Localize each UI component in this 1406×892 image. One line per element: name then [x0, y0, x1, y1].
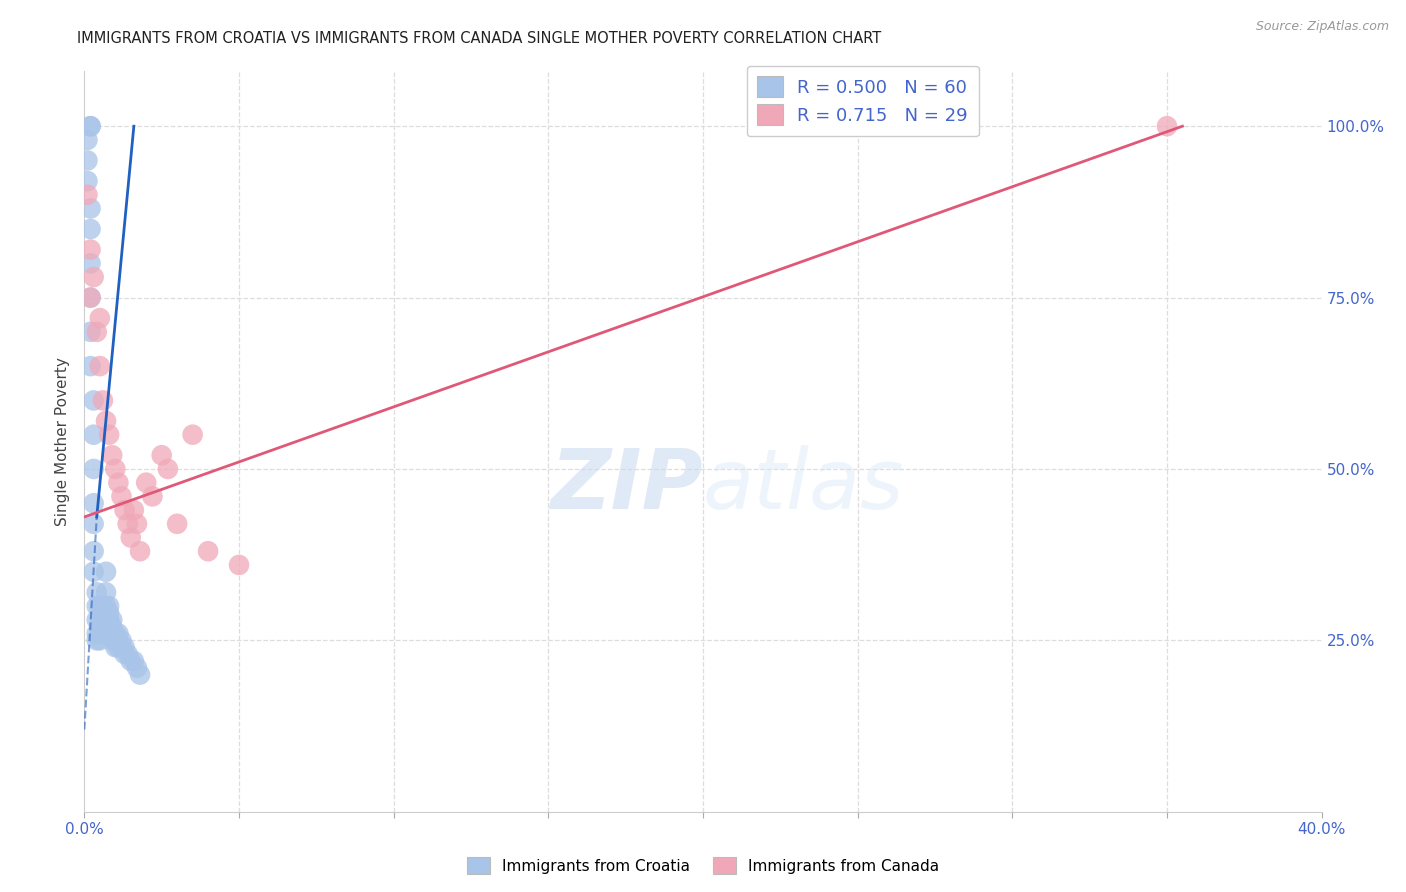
Point [101, 633, 124, 648]
Point [114, 640, 136, 655]
Point [79, 202, 101, 216]
Point [91, 626, 114, 640]
Text: IMMIGRANTS FROM CROATIA VS IMMIGRANTS FROM CANADA SINGLE MOTHER POVERTY CORRELAT: IMMIGRANTS FROM CROATIA VS IMMIGRANTS FR… [77, 31, 882, 46]
Point [79, 256, 101, 270]
Point [125, 661, 148, 675]
Point [91, 599, 114, 613]
Point [86, 585, 108, 599]
Point [79, 243, 101, 257]
Point [94, 585, 117, 599]
Point [122, 503, 145, 517]
Point [91, 619, 114, 633]
Point [89, 311, 111, 326]
Point [101, 613, 124, 627]
Point [129, 544, 152, 558]
Point [83, 565, 105, 579]
Point [79, 222, 101, 236]
Point [107, 640, 129, 655]
Point [89, 626, 111, 640]
Point [83, 516, 105, 531]
Text: ZIP: ZIP [550, 445, 703, 526]
Point [79, 119, 101, 133]
Point [83, 544, 105, 558]
Point [86, 613, 108, 627]
Point [86, 626, 108, 640]
Point [83, 270, 105, 285]
Legend: R = 0.500   N = 60, R = 0.715   N = 29: R = 0.500 N = 60, R = 0.715 N = 29 [747, 66, 979, 136]
Point [117, 647, 139, 661]
Point [107, 475, 129, 490]
Point [76, 187, 98, 202]
Point [117, 516, 139, 531]
Point [94, 599, 117, 613]
Point [141, 489, 163, 503]
Point [79, 291, 101, 305]
Point [107, 626, 129, 640]
Point [86, 599, 108, 613]
Point [89, 619, 111, 633]
Point [101, 448, 124, 462]
Y-axis label: Single Mother Poverty: Single Mother Poverty [55, 357, 70, 526]
Point [120, 531, 142, 545]
Point [110, 633, 132, 648]
Point [197, 544, 219, 558]
Point [104, 633, 127, 648]
Point [76, 174, 98, 188]
Point [98, 427, 121, 442]
Point [94, 565, 117, 579]
Point [98, 619, 121, 633]
Point [79, 291, 101, 305]
Point [83, 427, 105, 442]
Point [76, 133, 98, 147]
Point [104, 626, 127, 640]
Point [83, 496, 105, 510]
Point [120, 654, 142, 668]
Point [122, 654, 145, 668]
Point [98, 613, 121, 627]
Point [101, 619, 124, 633]
Point [91, 393, 114, 408]
Point [83, 393, 105, 408]
Point [89, 613, 111, 627]
Point [1156, 119, 1178, 133]
Point [101, 626, 124, 640]
Point [79, 359, 101, 373]
Legend: Immigrants from Croatia, Immigrants from Canada: Immigrants from Croatia, Immigrants from… [461, 851, 945, 880]
Point [98, 599, 121, 613]
Point [89, 633, 111, 648]
Point [110, 640, 132, 655]
Point [89, 599, 111, 613]
Point [125, 516, 148, 531]
Point [89, 359, 111, 373]
Point [129, 667, 152, 681]
Text: Source: ZipAtlas.com: Source: ZipAtlas.com [1256, 20, 1389, 33]
Point [114, 647, 136, 661]
Point [79, 119, 101, 133]
Point [166, 516, 188, 531]
Point [228, 558, 250, 572]
Point [79, 325, 101, 339]
Point [83, 462, 105, 476]
Point [94, 619, 117, 633]
Point [94, 613, 117, 627]
Point [91, 613, 114, 627]
Point [156, 462, 179, 476]
Point [104, 640, 127, 655]
Point [76, 153, 98, 168]
Text: atlas: atlas [703, 445, 904, 526]
Point [104, 462, 127, 476]
Point [107, 633, 129, 648]
Point [94, 414, 117, 428]
Point [114, 503, 136, 517]
Point [135, 475, 157, 490]
Point [181, 427, 204, 442]
Point [110, 489, 132, 503]
Point [86, 633, 108, 648]
Point [98, 606, 121, 620]
Point [86, 325, 108, 339]
Point [150, 448, 173, 462]
